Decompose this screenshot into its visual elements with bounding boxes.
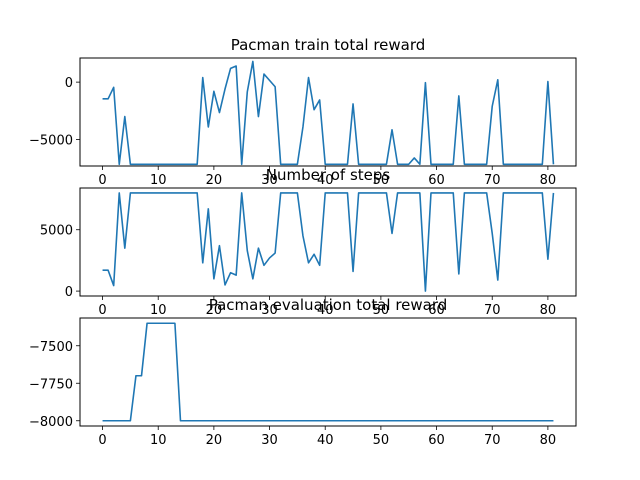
train-reward-ytick-label: −5000 [29,134,73,149]
train-reward-series-line [102,60,555,166]
steps-series-line [102,192,555,292]
eval-reward-xtick-label: 0 [98,433,106,448]
steps-title: Number of steps [266,166,391,184]
steps-xtick-label: 50 [373,303,390,318]
eval-reward-ytick-label: −7500 [29,340,73,355]
eval-reward-xtick-label: 10 [150,433,167,448]
eval-reward-ytick-label: −8000 [29,415,73,430]
train-reward-title: Pacman train total reward [231,36,426,54]
train-reward-xtick-label: 50 [373,173,390,188]
steps-xtick-label: 80 [540,303,557,318]
steps-xtick-label: 0 [98,303,106,318]
eval-reward-xtick-label: 70 [484,433,501,448]
eval-reward-xtick-label: 50 [373,433,390,448]
train-reward-xtick-label: 10 [150,173,167,188]
steps-ytick-label: 5000 [40,224,73,239]
eval-reward-chart: 0 10 20 30 40 50 60 70 80 −8000 −7750 −7500 Pacman e… [29,296,577,448]
train-reward-ytick-label: 0 [65,76,73,91]
train-reward-xtick-label: 80 [540,173,557,188]
train-reward-xtick-label: 40 [317,173,334,188]
steps-chart: 0 10 20 30 40 50 60 70 80 0 5000 Number of steps [40,166,577,318]
steps-xtick-label: 60 [428,303,445,318]
eval-reward-xtick-label: 20 [206,433,223,448]
train-reward-xtick-label: 0 [98,173,106,188]
eval-reward-xtick-label: 30 [261,433,278,448]
steps-xtick-label: 10 [150,303,167,318]
eval-reward-xtick-label: 80 [540,433,557,448]
eval-reward-xtick-label: 40 [317,433,334,448]
train-reward-chart: 0 10 20 30 40 50 60 70 80 −5000 0 Pacman train tota… [29,36,577,188]
train-reward-xtick-label: 70 [484,173,501,188]
eval-reward-series-line [102,322,554,422]
eval-reward-ytick-label: −7750 [29,377,73,392]
eval-reward-title: Pacman evaluation total reward [209,296,448,314]
eval-reward-axes-frame [79,317,577,427]
train-reward-axes-frame [79,57,577,167]
steps-xtick-label: 70 [484,303,501,318]
steps-xtick-label: 20 [206,303,223,318]
steps-axes-frame [79,187,577,297]
train-reward-xtick-label: 60 [428,173,445,188]
steps-xtick-label: 30 [261,303,278,318]
steps-xtick-label: 40 [317,303,334,318]
eval-reward-xtick-label: 60 [428,433,445,448]
steps-ytick-label: 0 [65,285,73,300]
train-reward-xtick-label: 30 [261,173,278,188]
train-reward-xtick-label: 20 [206,173,223,188]
